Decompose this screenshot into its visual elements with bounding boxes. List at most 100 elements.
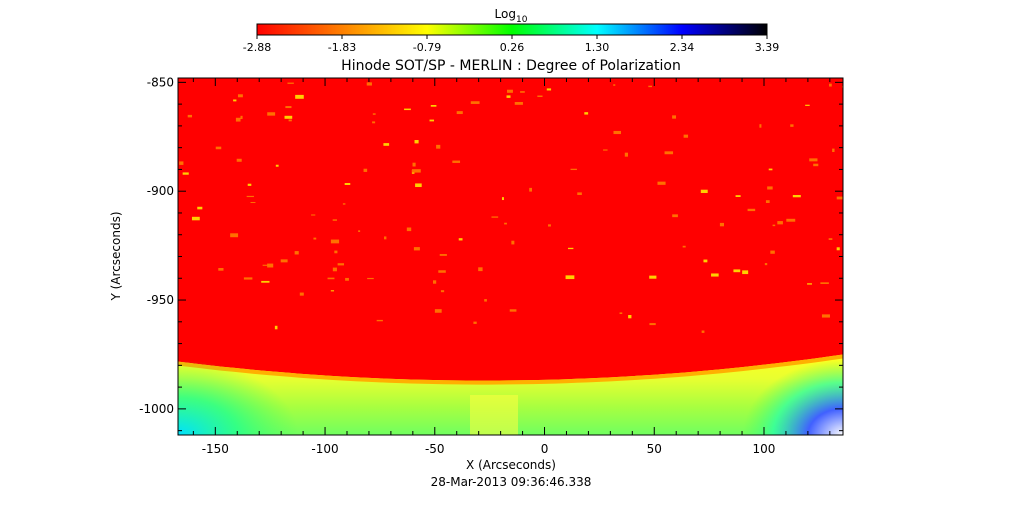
polarization-feature [613,84,616,86]
colorbar-tick-label: -2.88 [243,41,271,54]
polarization-feature [236,158,242,162]
polarization-feature [332,267,337,272]
polarization-feature [672,115,677,119]
polarization-feature [372,121,376,124]
colorbar-tick-label: -0.79 [413,41,441,54]
colorbar-tick-label: 2.34 [670,41,695,54]
polarization-feature [187,114,193,118]
polarization-feature [820,282,829,284]
polarization-feature [434,309,442,313]
polarization-feature [429,119,435,122]
y-tick-label: -900 [147,184,174,198]
polarization-feature [313,237,317,240]
polarization-feature [577,192,582,195]
polarization-feature [470,101,480,104]
x-tick-label: -50 [425,442,445,456]
x-tick-label: -100 [311,442,338,456]
polarization-feature [404,108,411,111]
polarization-feature [267,263,274,268]
polarization-feature [836,247,840,251]
polarization-feature [275,164,279,167]
polarization-feature [584,112,589,115]
polarization-feature [683,134,689,138]
polarization-feature [287,82,294,84]
polarization-feature [280,259,288,263]
polarization-feature [412,162,416,167]
colorbar-tick-label: -1.83 [328,41,356,54]
polarization-feature [384,236,387,240]
y-tick-label: -950 [147,293,174,307]
polarization-features [179,82,843,333]
x-tick-label: 50 [647,442,662,456]
y-axis-label: Y (Arcseconds) [109,211,123,301]
x-axis-label: X (Arcseconds) [466,458,556,472]
polarization-feature [832,148,835,153]
polarization-feature [311,214,316,216]
polarization-feature [613,130,621,135]
polarization-feature [603,149,608,151]
center-bright-strip [470,395,518,435]
colorbar-tick-label: 3.39 [755,41,780,54]
polarization-feature [182,172,189,175]
x-tick-label: 0 [541,442,549,456]
polarization-feature [767,186,773,190]
polarization-feature [624,152,628,157]
polarization-feature [433,280,437,284]
polarization-feature [235,117,241,122]
polarization-feature [565,275,575,280]
left-corner-cool [178,360,298,435]
polarization-feature [440,290,445,293]
polarization-feature [218,267,224,271]
polarization-feature [366,82,372,86]
polarization-feature [805,104,810,106]
polarization-feature [501,197,504,201]
polarization-feature [345,277,349,281]
polarization-feature [456,111,463,115]
polarization-feature [376,319,383,322]
polarization-feature [439,254,447,256]
polarization-feature [719,222,725,227]
polarization-feature [458,238,463,241]
polarization-feature [230,233,239,238]
polarization-feature [484,299,487,302]
polarization-feature [813,163,819,167]
polarization-feature [197,206,203,210]
polarization-feature [619,312,623,315]
polarization-feature [807,283,812,285]
x-axis: -150 -100 -50 0 50 100 [192,78,831,456]
polarization-feature [567,247,574,250]
polarization-feature [363,168,368,172]
polarization-feature [700,189,708,194]
polarization-feature [828,238,833,240]
polarization-feature [821,314,830,318]
polarization-feature [452,160,461,163]
polarization-feature [337,263,345,266]
polarization-feature [330,239,340,244]
y-tick-label: -850 [147,75,174,89]
polarization-feature [179,161,184,165]
polarization-feature [383,143,390,146]
polarization-feature [233,99,237,102]
polarization-feature [829,83,832,87]
polarization-feature [411,169,421,173]
polarization-feature [246,195,254,198]
x-tick-label: 100 [753,442,776,456]
polarization-feature [657,181,666,185]
polarization-feature [415,183,422,188]
polarization-feature [438,270,446,273]
polarization-feature [548,224,551,227]
polarization-feature [792,194,801,198]
polarization-map [178,78,843,435]
polarization-feature [237,94,243,98]
colorbar-ticks: -2.88 -1.83 -0.79 0.26 1.30 2.34 3.39 [243,35,779,54]
polarization-feature [478,267,483,272]
polarization-feature [334,250,338,254]
polarization-feature [332,219,337,221]
polarization-feature [430,104,437,107]
polarization-feature [772,224,776,227]
polarization-feature [733,269,741,273]
polarization-feature [759,124,762,128]
polarization-feature [648,85,652,88]
polarization-feature [294,251,299,255]
